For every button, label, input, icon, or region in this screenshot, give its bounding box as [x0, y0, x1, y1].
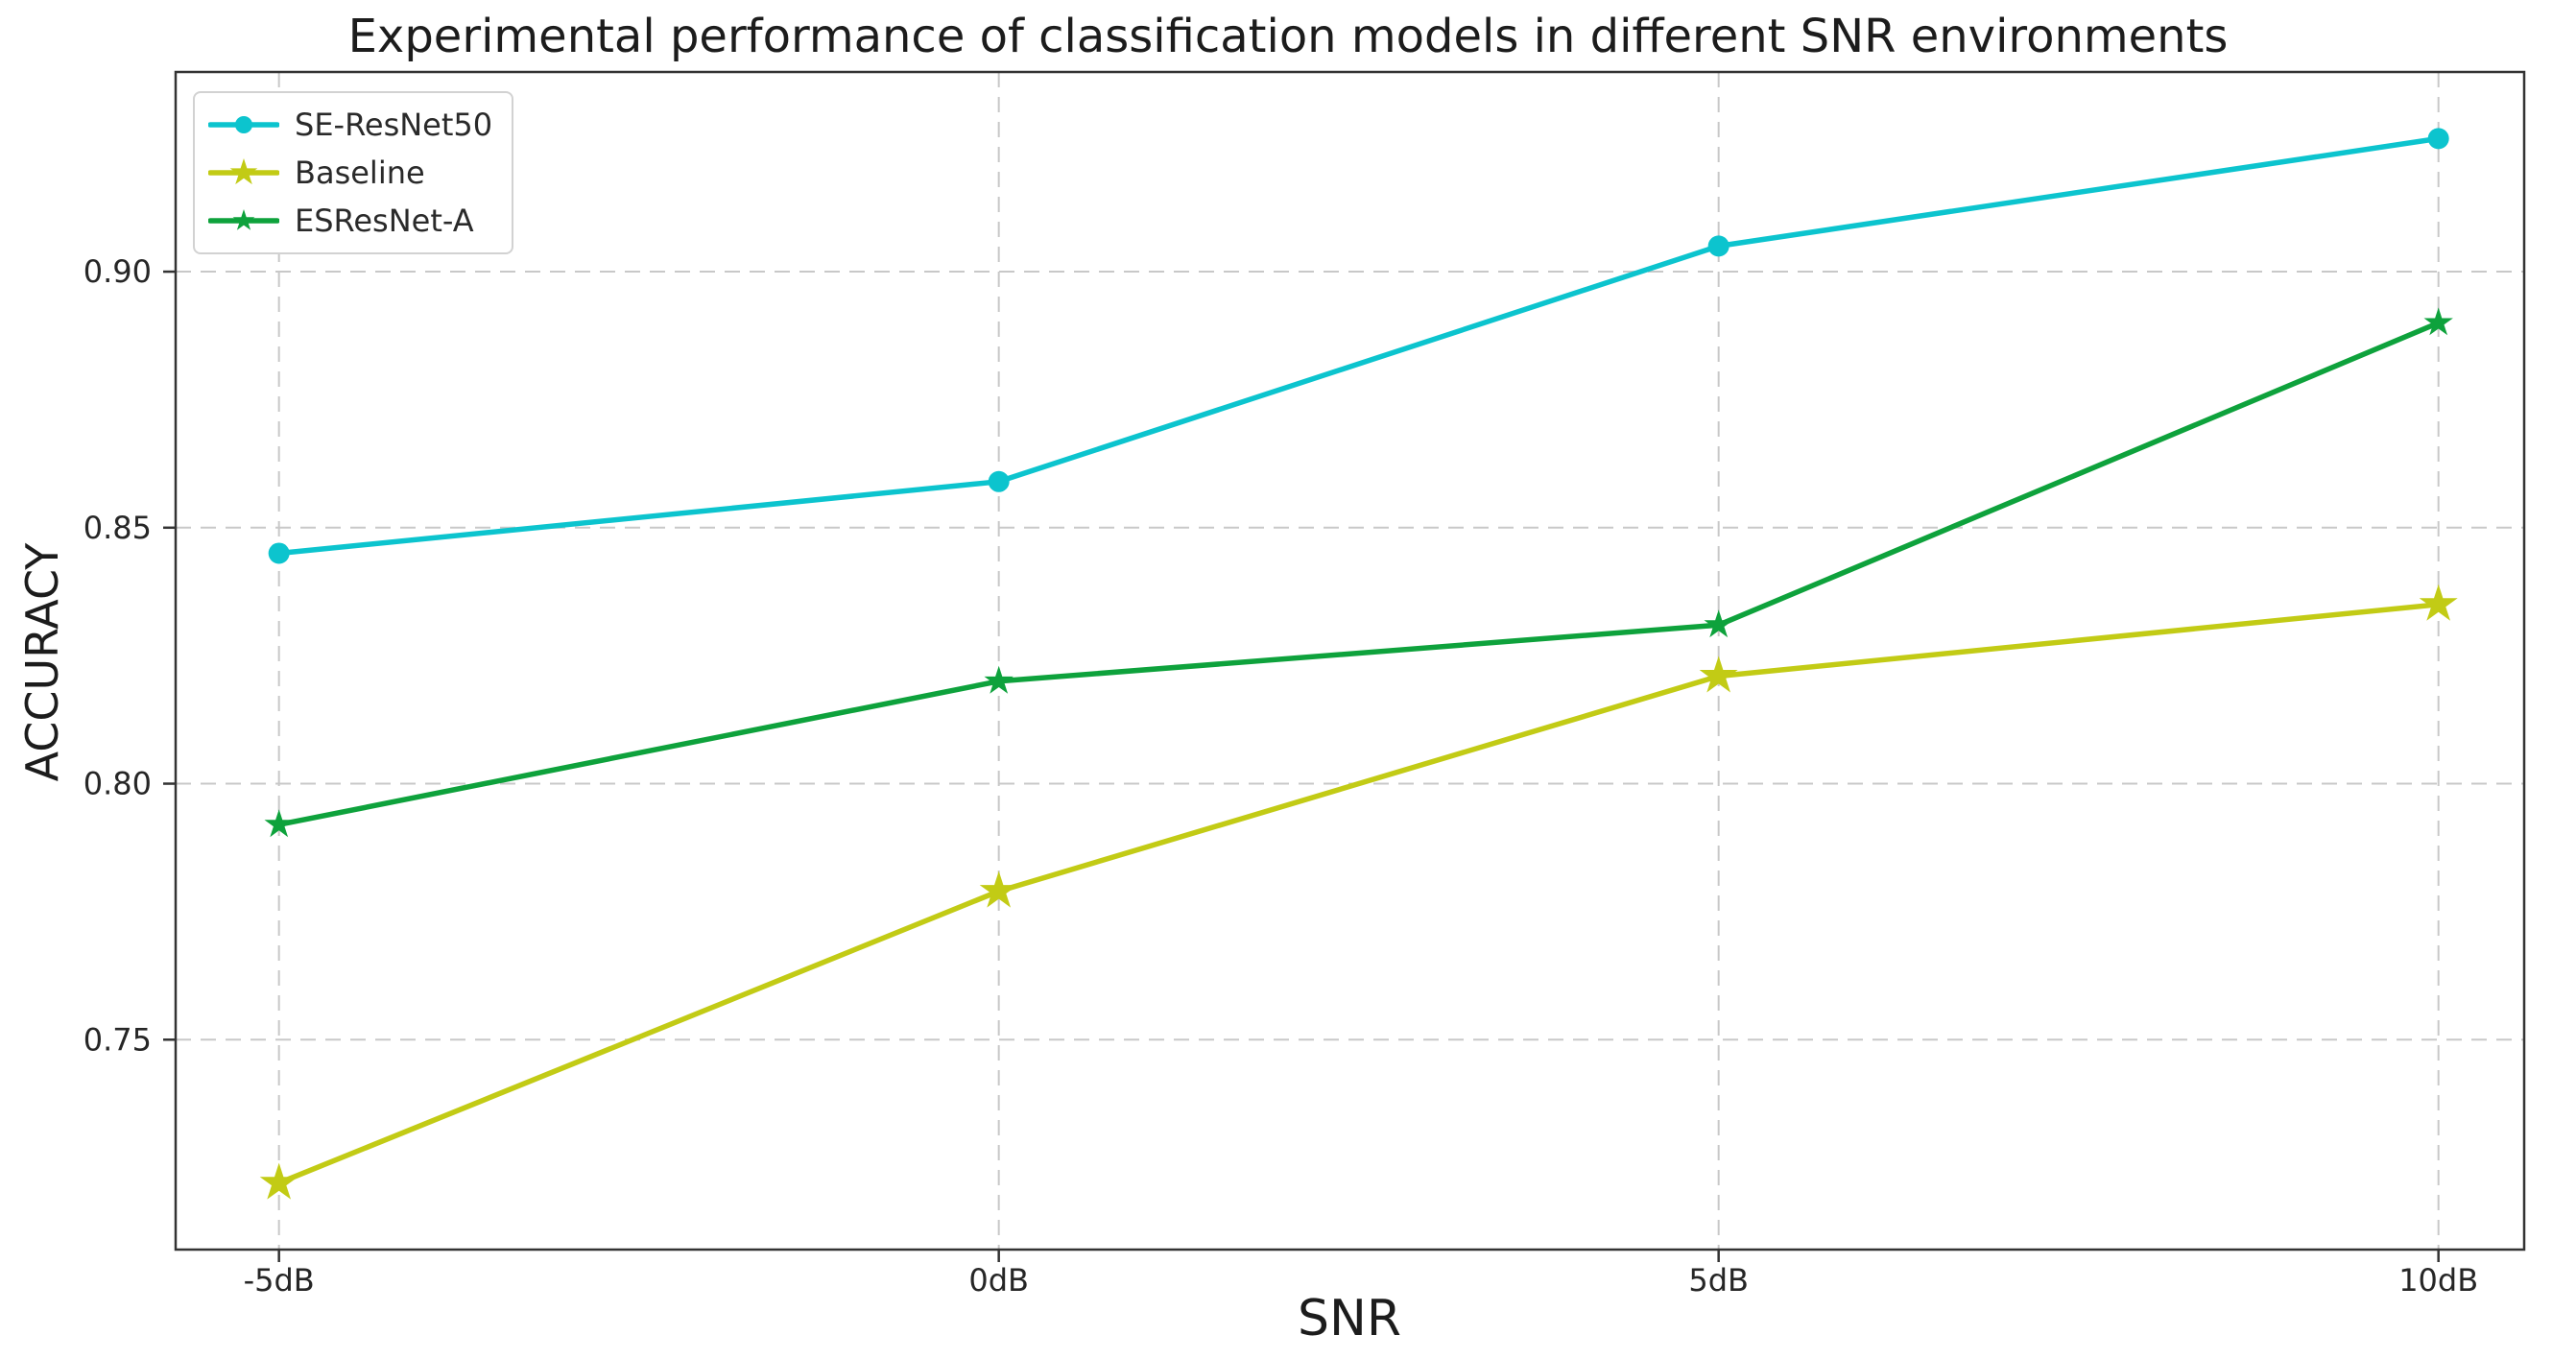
y-axis-label: ACCURACY: [16, 542, 68, 782]
x-tick-label: 5dB: [1688, 1262, 1749, 1299]
plot-border: [174, 70, 2526, 1252]
series-line-ESResNet-A: [275, 320, 2442, 827]
series-line-SE-ResNet50: [275, 135, 2442, 557]
legend-label: Baseline: [295, 155, 425, 191]
legend-marker-icon: [208, 116, 279, 133]
data-point-marker: [1707, 235, 1729, 257]
data-point-marker: [264, 809, 294, 838]
y-tick-label: 0.90: [83, 253, 152, 290]
x-axis-label: SNR: [1297, 1290, 1402, 1347]
chart-title: Experimental performance of classificati…: [347, 10, 2229, 63]
data-point-marker: [984, 665, 1014, 694]
data-point-marker: [2419, 584, 2458, 621]
legend-item: Baseline: [208, 151, 492, 195]
legend-label: ESResNet-A: [295, 203, 474, 239]
y-tick-label: 0.85: [83, 510, 152, 546]
x-tick-label: -5dB: [244, 1262, 315, 1299]
legend-item: ESResNet-A: [208, 199, 492, 243]
data-point-marker: [2423, 307, 2453, 336]
legend-label: SE-ResNet50: [295, 107, 493, 143]
legend: SE-ResNet50 Baseline ESResNet-A: [193, 91, 514, 254]
series-line-Baseline: [275, 602, 2442, 1186]
data-point-marker: [268, 542, 290, 564]
x-tick-label: 10dB: [2398, 1262, 2478, 1299]
y-tick-label: 0.75: [83, 1021, 152, 1058]
data-point-marker: [2427, 128, 2449, 150]
legend-item: SE-ResNet50: [208, 103, 492, 147]
y-tick-label: 0.80: [83, 766, 152, 802]
legend-marker-icon: [208, 209, 279, 230]
data-point-marker: [1699, 656, 1738, 693]
data-point-marker: [979, 870, 1018, 908]
legend-marker-icon: [208, 158, 279, 185]
data-point-marker: [1704, 609, 1733, 638]
data-point-marker: [988, 470, 1010, 492]
data-point-marker: [259, 1162, 298, 1200]
x-tick-label: 0dB: [968, 1262, 1029, 1299]
